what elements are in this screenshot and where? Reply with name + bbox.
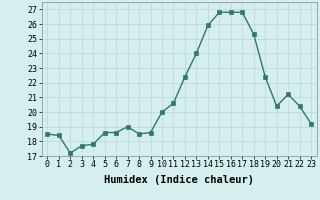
X-axis label: Humidex (Indice chaleur): Humidex (Indice chaleur) bbox=[104, 175, 254, 185]
